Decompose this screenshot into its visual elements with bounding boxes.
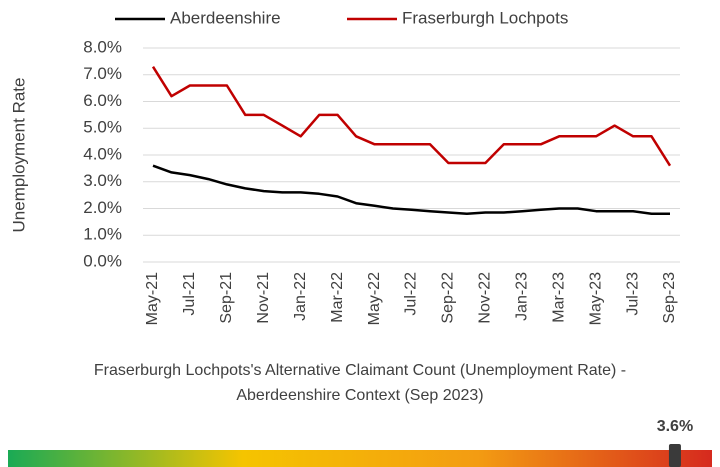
x-tick-label: Nov-21 — [255, 272, 272, 324]
x-tick-label: May-22 — [366, 272, 383, 325]
x-tick-label: Nov-22 — [477, 272, 494, 324]
x-tick-label: Sep-23 — [661, 272, 678, 324]
marker — [668, 444, 681, 467]
x-tick-label: May-23 — [587, 272, 604, 325]
y-tick-label: 3.0% — [83, 171, 122, 190]
x-tick-label: Mar-23 — [550, 272, 567, 323]
x-tick-label: Jul-23 — [624, 272, 641, 316]
y-tick-label: 5.0% — [83, 118, 122, 137]
series-line — [151, 66, 672, 167]
y-tick-label: 2.0% — [83, 198, 122, 217]
x-tick-label: Jan-22 — [292, 272, 309, 321]
series-line — [152, 164, 670, 216]
x-tick-label: Jul-21 — [181, 272, 198, 316]
legend-label: Aberdeenshire — [170, 8, 281, 27]
y-tick-label: 6.0% — [83, 91, 122, 110]
x-tick-label: Mar-22 — [329, 272, 346, 323]
y-tick-label: 7.0% — [83, 64, 122, 83]
x-tick-label: Jan-23 — [514, 272, 531, 321]
y-axis-title: Unemployment Rate — [9, 78, 28, 233]
y-tick-label: 0.0% — [83, 251, 122, 270]
marker-label: 3.6% — [657, 418, 693, 435]
y-tick-label: 4.0% — [83, 144, 122, 163]
legend-label: Fraserburgh Lochpots — [402, 8, 568, 27]
x-tick-label: Sep-21 — [218, 272, 235, 324]
caption: Aberdeenshire Context (Sep 2023) — [236, 387, 483, 404]
y-tick-label: 8.0% — [83, 37, 122, 56]
x-tick-label: Sep-22 — [440, 272, 457, 324]
gradient-bar — [8, 450, 712, 467]
caption: Fraserburgh Lochpots's Alternative Claim… — [94, 362, 626, 379]
x-tick-label: Jul-22 — [403, 272, 420, 316]
x-tick-label: May-21 — [144, 272, 161, 325]
y-tick-label: 1.0% — [83, 225, 122, 244]
